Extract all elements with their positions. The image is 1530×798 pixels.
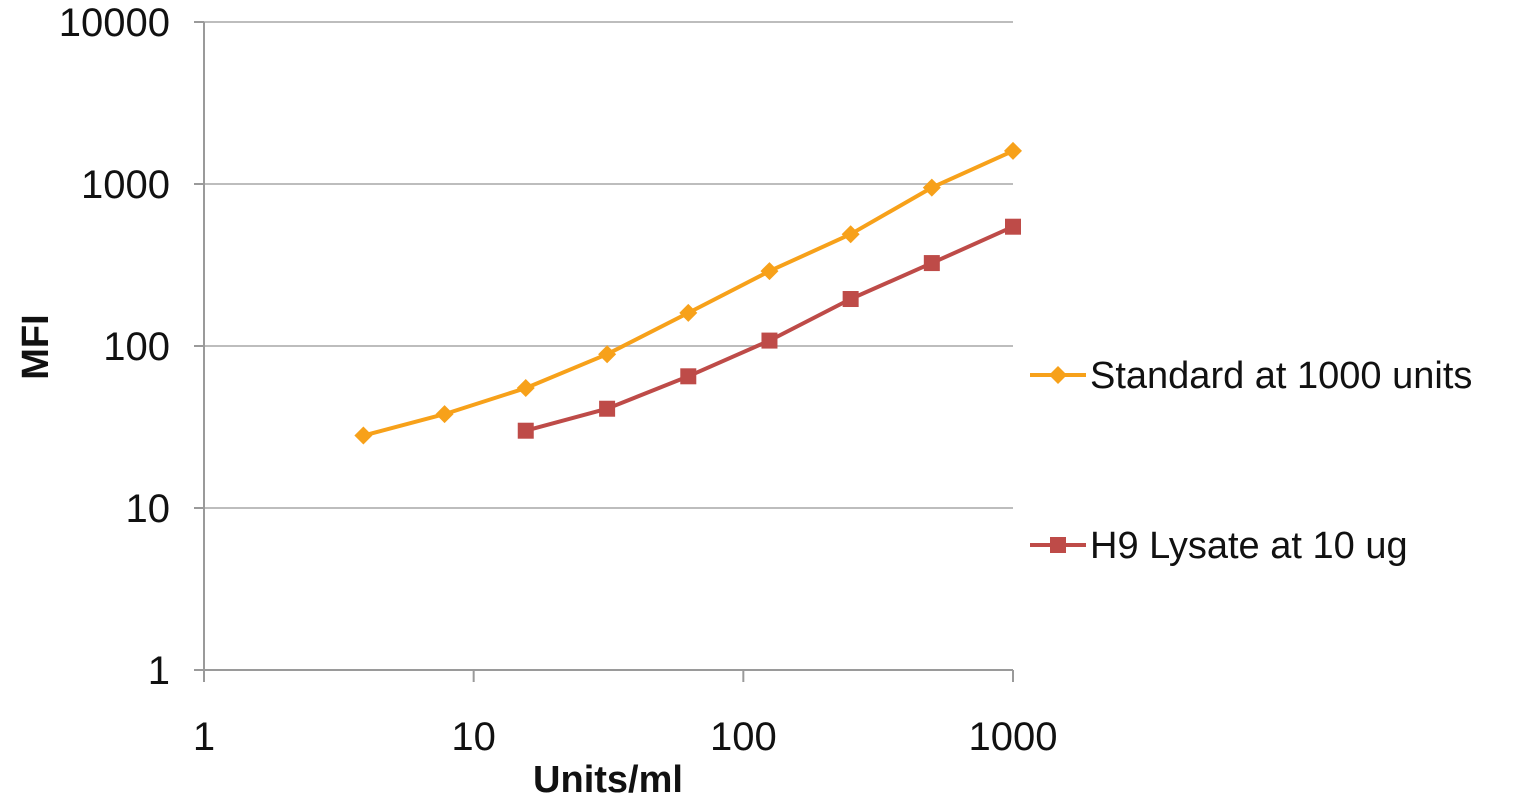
series-line (362, 149, 1014, 438)
data-point (923, 255, 940, 272)
data-point (599, 400, 616, 417)
data-series (354, 141, 1022, 445)
data-point (842, 291, 859, 308)
data-point (841, 225, 860, 244)
x-tick-label: 10 (451, 715, 496, 759)
y-axis-ticks: 1 10 100 1000 10000 (59, 1, 204, 693)
data-point (761, 332, 778, 349)
legend-item: H9 Lysate at 10 ug (1030, 525, 1408, 567)
data-point (922, 178, 941, 197)
legend-item: Standard at 1000 units (1030, 355, 1472, 397)
data-point (1004, 141, 1022, 160)
data-point (679, 303, 698, 322)
legend-label: H9 Lysate at 10 ug (1090, 525, 1408, 567)
y-tick-label: 1 (148, 649, 170, 693)
series-line (525, 224, 1014, 433)
y-tick-label: 1000 (81, 163, 170, 207)
data-point (516, 379, 535, 398)
legend-label: Standard at 1000 units (1090, 355, 1472, 397)
x-tick-label: 1000 (969, 715, 1058, 759)
data-point (517, 422, 534, 439)
x-tick-label: 1 (193, 715, 215, 759)
x-tick-label: 100 (710, 715, 777, 759)
grid-lines (204, 21, 1013, 509)
series-1 (354, 141, 1022, 445)
legend-swatch-marker (1049, 366, 1067, 384)
data-point (354, 426, 373, 445)
x-axis-title: Units/ml (533, 759, 683, 798)
y-tick-label: 10000 (59, 1, 170, 45)
legend: Standard at 1000 units H9 Lysate at 10 ug (1030, 355, 1472, 567)
data-point (1005, 218, 1021, 235)
series-2 (517, 218, 1021, 439)
y-tick-label: 100 (103, 325, 170, 369)
data-point (435, 405, 454, 424)
data-point (760, 262, 779, 281)
data-point (680, 368, 697, 385)
y-axis-title: MFI (15, 314, 57, 379)
data-point (598, 345, 617, 364)
legend-swatch-marker (1050, 537, 1066, 553)
x-axis-ticks: 1 10 100 1000 (193, 670, 1058, 759)
y-tick-label: 10 (126, 487, 171, 531)
